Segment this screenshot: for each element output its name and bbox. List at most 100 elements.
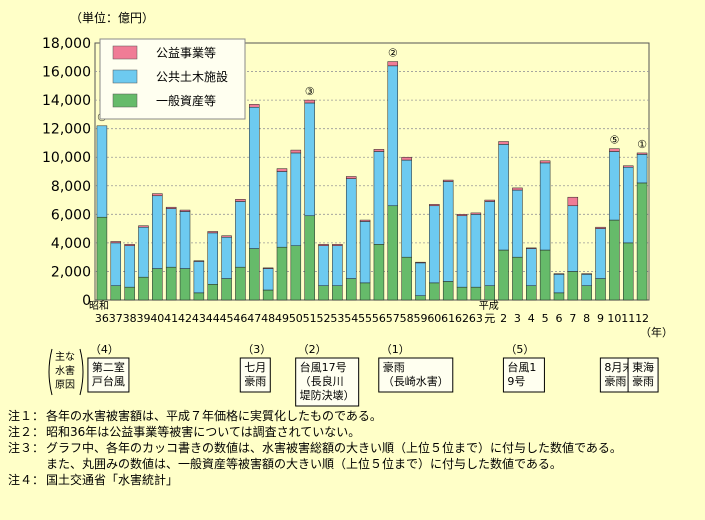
bar-segment-public	[332, 245, 343, 286]
note-line: 注１： 各年の水害被害額は、平成７年価格に実質化したものである。	[8, 408, 698, 424]
bar-segment-public	[290, 152, 302, 246]
bar-segment-utility	[276, 168, 288, 172]
bar-segment-utility	[110, 241, 122, 244]
bar-segment-utility	[290, 149, 302, 154]
bar-segment-public	[152, 195, 163, 269]
y-tick-label: 14,000	[42, 93, 91, 109]
bar-segment-public	[359, 221, 371, 284]
bar-segment-public	[415, 262, 426, 296]
x-tick-label: 43	[192, 312, 206, 325]
plot-frame	[94, 42, 650, 301]
bar-segment-utility	[429, 204, 440, 207]
bar-segment-general	[622, 242, 634, 301]
bar-segment-public	[193, 261, 205, 294]
note-label: 注４：	[8, 473, 45, 487]
bar-segment-public	[498, 144, 509, 251]
bar-segment-general	[96, 216, 108, 301]
bar-segment-general	[262, 289, 274, 301]
causes-header: 主な	[55, 351, 75, 363]
bar-segment-general	[387, 205, 399, 301]
bar-segment-public	[304, 102, 315, 217]
x-tick-label: 62	[455, 312, 469, 325]
x-tick-label: 60	[427, 312, 441, 325]
bar-segment-utility	[636, 152, 648, 155]
x-tick-label: 49	[275, 312, 289, 325]
x-tick-label: 39	[136, 312, 150, 325]
bar-segment-public	[622, 166, 634, 244]
bar-segment-public	[526, 248, 537, 286]
bar-segment-utility	[581, 273, 592, 275]
bar-segment-utility	[442, 179, 454, 182]
cause-rank: （3）	[242, 343, 271, 356]
x-tick-label: 36	[95, 312, 109, 325]
note-label: 注３：	[8, 441, 45, 455]
x-tick-label: 37	[109, 312, 123, 325]
bar-segment-public	[262, 268, 274, 291]
bar-segment-general	[581, 285, 592, 301]
era-heisei-label: 平成	[479, 300, 499, 312]
bar-segment-public	[373, 151, 385, 245]
bar-segment-public	[512, 189, 523, 258]
bar-segment-public	[581, 274, 592, 286]
cause-rank: （4）	[90, 343, 119, 356]
bar-segment-utility	[318, 244, 329, 246]
legend-swatch	[112, 93, 138, 108]
cause-box	[502, 357, 545, 393]
causes-bracket	[79, 348, 84, 396]
x-tick-label: 50	[289, 312, 303, 325]
legend-swatch	[112, 69, 138, 84]
bar-segment-utility	[124, 244, 135, 246]
bar-segment-public	[138, 226, 149, 278]
rank-label: ⑤	[609, 134, 619, 147]
bar-segment-utility	[235, 199, 246, 202]
bar-segment-general	[221, 278, 232, 301]
bar-segment-utility	[179, 209, 191, 212]
bar-segment-general	[304, 215, 315, 301]
unit-label: （単位：億円）	[70, 10, 154, 25]
rank-label: ①	[637, 138, 647, 151]
bar-segment-public	[387, 65, 399, 207]
bar-segment-public	[124, 245, 135, 288]
x-tick-label: 52	[317, 312, 331, 325]
legend-label: 一般資産等	[156, 93, 216, 108]
y-tick-label: 6,000	[51, 207, 91, 223]
cause-label: （長良川	[300, 374, 344, 388]
bar-segment-utility	[221, 235, 232, 238]
cause-box	[378, 357, 454, 393]
cause-label: 戸台風	[92, 374, 125, 388]
cause-label: 台風1	[507, 360, 536, 374]
x-tick-label: 11	[621, 312, 635, 325]
x-tick-label: 12	[635, 312, 649, 325]
bar-segment-general	[110, 285, 122, 301]
bar-segment-public	[165, 208, 177, 268]
bar-segment-general	[193, 292, 205, 301]
x-tick-label: 2	[500, 312, 507, 325]
note-label: 注１：	[8, 409, 45, 423]
cause-rank: （1）	[381, 343, 410, 356]
x-tick-label: 元	[484, 312, 495, 325]
bar-segment-utility	[387, 61, 399, 67]
bar-segment-public	[609, 151, 620, 221]
bar-segment-utility	[359, 219, 371, 222]
bar-segment-general	[290, 245, 302, 301]
note-line: 注３： グラフ中、各年のカッコ書きの数値は、水害被害総額の大きい順（上位５位まで）…	[8, 440, 698, 456]
cause-label: 豪雨	[604, 374, 626, 388]
x-tick-label: 41	[164, 312, 178, 325]
x-tick-label: 56	[372, 312, 386, 325]
note-text: 国土交通省「水害統計」	[46, 473, 179, 487]
bar-segment-utility	[609, 148, 620, 152]
bar-segment-utility	[567, 196, 579, 207]
bar-segment-public	[249, 107, 260, 249]
cause-label: 9号	[507, 375, 525, 388]
bar-segment-general	[152, 268, 163, 301]
bar-segment-utility	[415, 261, 426, 264]
bar-segment-utility	[498, 141, 509, 145]
bar-segment-utility	[553, 273, 565, 275]
legend-label: 公共土木施設	[156, 69, 228, 84]
bar-segment-general	[595, 278, 606, 301]
bar-segment-general	[345, 278, 357, 301]
bar-segment-public	[442, 181, 454, 282]
cause-label: 台風17号	[300, 360, 347, 374]
bar-segment-general	[373, 244, 385, 301]
flood-damage-chart: （単位：億円） 0 2,000 4,000 6,000 8,000 10,000 12,00…	[42, 10, 673, 407]
